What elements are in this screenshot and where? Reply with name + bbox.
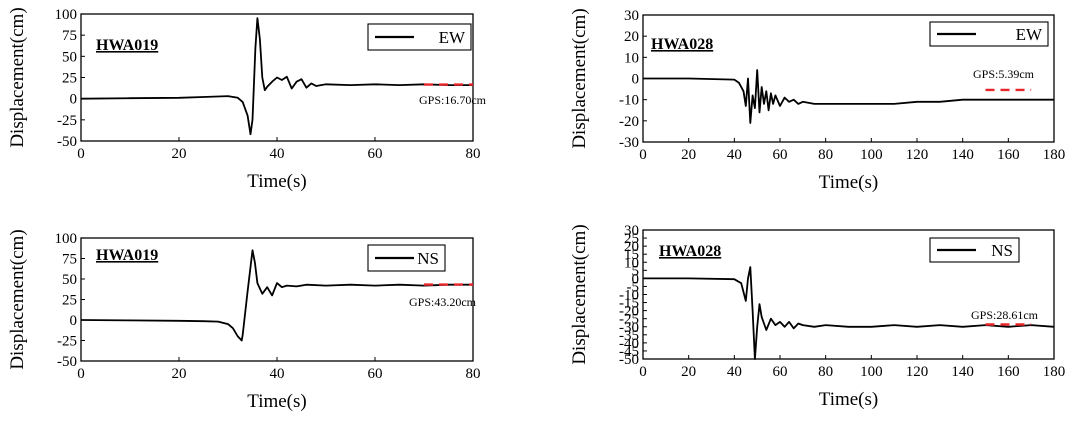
chart-4-legend: NS (930, 238, 1019, 262)
chart-1-x-tick-label: 60 (368, 146, 383, 162)
chart-2-x-tick-label: 140 (951, 147, 974, 163)
chart-3-y-axis-label: Displacement(cm) (7, 229, 28, 369)
chart-2-x-axis-label: Time(s) (819, 172, 878, 193)
chart-3-legend-label: NS (417, 249, 439, 268)
chart-1-x-tick-label: 40 (270, 146, 285, 162)
chart-2-gps-label: GPS:5.39cm (973, 67, 1035, 81)
chart-3-gps-label: GPS:43.20cm (409, 295, 477, 309)
chart-4-gps-label: GPS:28.61cm (971, 308, 1039, 322)
chart-2-x-tick-label: 120 (906, 147, 929, 163)
chart-4-legend-label: NS (991, 241, 1013, 260)
chart-1-y-tick-label: 50 (62, 49, 77, 65)
chart-2: 0 20 40 60 80 100 120 140 160 180 -30 -20 -10 0 10 20 30… (569, 8, 1065, 193)
chart-3-y-tick-label: 75 (62, 252, 77, 268)
chart-4-x-tick-label: 180 (1043, 364, 1066, 380)
chart-4-x-tick-label: 0 (639, 364, 647, 380)
chart-1-x-tick-label: 20 (172, 146, 187, 162)
chart-4-y-axis-label: Displacement(cm) (569, 224, 590, 364)
chart-3-y-tick-label: 100 (55, 231, 78, 247)
chart-2-y-tick-label: 10 (624, 50, 639, 66)
chart-3-legend: NS (368, 245, 445, 271)
chart-4-station-label: HWA028 (659, 243, 721, 260)
chart-2-x-tick-label: 180 (1043, 147, 1066, 163)
chart-2-y-tick-label: 20 (624, 29, 639, 45)
chart-1-y-tick-label: -50 (57, 134, 77, 150)
chart-4-x-tick-label: 80 (818, 364, 833, 380)
chart-4-x-tick-label: 160 (997, 364, 1020, 380)
chart-4-x-tick-label: 100 (860, 364, 883, 380)
chart-1: 0 20 40 60 80 -50 -25 0 25 50 75 100 Time(s) Displace… (7, 7, 487, 192)
chart-3-y-tick-label: -25 (57, 334, 77, 350)
chart-3-x-tick-label: 60 (368, 366, 383, 382)
chart-2-x-tick-label: 100 (860, 147, 883, 163)
chart-1-x-tick-label: 80 (466, 146, 481, 162)
chart-2-x-tick-label: 40 (727, 147, 742, 163)
chart-3-x-axis-label: Time(s) (247, 391, 306, 412)
chart-1-legend-label: EW (439, 28, 466, 47)
chart-2-station-label: HWA028 (651, 36, 713, 53)
chart-4-x-tick-label: 120 (906, 364, 929, 380)
chart-1-station-label: HWA019 (96, 37, 158, 54)
chart-1-y-tick-label: 75 (62, 28, 77, 44)
chart-3-x-tick-label: 40 (270, 366, 285, 382)
chart-3-y-tick-label: 25 (62, 293, 77, 309)
chart-2-x-tick-label: 0 (639, 147, 647, 163)
chart-4: 0 20 40 60 80 100 120 140 160 180-50-45-40-35-30-… (569, 223, 1065, 410)
chart-2-legend-label: EW (1016, 25, 1043, 44)
chart-2-legend: EW (930, 22, 1048, 46)
chart-3-x-tick-label: 20 (172, 366, 187, 382)
chart-3-station-label: HWA019 (96, 247, 158, 264)
chart-3-x-tick-label: 0 (77, 366, 85, 382)
chart-2-x-tick-label: 80 (818, 147, 833, 163)
chart-4-x-tick-label: 40 (727, 364, 742, 380)
chart-1-x-tick-label: 0 (77, 146, 85, 162)
chart-2-x-tick-label: 60 (773, 147, 788, 163)
chart-1-y-tick-label: 100 (55, 7, 78, 23)
chart-1-y-tick-label: 0 (70, 92, 78, 108)
chart-4-x-tick-label: 140 (951, 364, 974, 380)
chart-2-y-tick-label: 30 (624, 8, 639, 24)
chart-2-y-tick-label: -30 (619, 135, 639, 151)
chart-1-gps-label: GPS:16.70cm (419, 93, 487, 107)
chart-4-x-tick-label: 20 (681, 364, 696, 380)
chart-3-y-tick-label: 0 (70, 313, 78, 329)
chart-3-x-tick-label: 80 (466, 366, 481, 382)
chart-1-y-tick-label: 25 (62, 71, 77, 87)
chart-2-y-axis-label: Displacement(cm) (569, 8, 590, 148)
chart-2-y-tick-label: -20 (619, 114, 639, 130)
chart-1-y-tick-label: -25 (57, 113, 77, 129)
chart-3: 0 20 40 60 80-50-250255075100Time(s)Displace… (7, 229, 481, 412)
chart-4-y-tick-label: 30 (624, 223, 639, 239)
chart-3-y-tick-label: 50 (62, 272, 77, 288)
chart-2-x-tick-label: 20 (681, 147, 696, 163)
chart-4-x-tick-label: 60 (773, 364, 788, 380)
chart-1-y-axis-label: Displacement(cm) (7, 7, 28, 147)
chart-2-y-tick-label: 0 (632, 72, 640, 88)
chart-2-y-tick-label: -10 (619, 93, 639, 109)
chart-1-legend: EW (368, 24, 471, 50)
chart-1-x-axis-label: Time(s) (247, 171, 306, 192)
chart-4-x-axis-label: Time(s) (819, 389, 878, 410)
chart-2-x-tick-label: 160 (997, 147, 1020, 163)
chart-3-y-tick-label: -50 (57, 354, 77, 370)
